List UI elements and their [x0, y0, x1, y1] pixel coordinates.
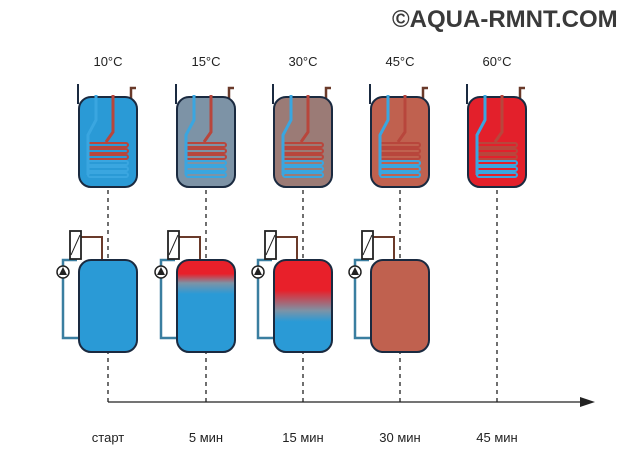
hot-pipe — [299, 95, 310, 143]
timeline-arrow-icon — [580, 397, 595, 407]
temperature-label: 30°C — [288, 54, 318, 69]
hot-pipe — [493, 95, 504, 143]
pump-icon — [351, 267, 359, 275]
cold-pipe — [475, 95, 487, 175]
cold-pipe — [86, 95, 98, 175]
indirect-boiler — [77, 84, 138, 188]
indirect-boiler — [272, 84, 333, 188]
heat-generator — [168, 234, 179, 256]
storage-tank — [251, 230, 333, 353]
indirect-boiler — [175, 84, 236, 188]
pump-icon — [254, 267, 262, 275]
heat-generator — [265, 234, 276, 256]
storage-tank — [154, 230, 236, 353]
time-label: 30 мин — [379, 430, 421, 445]
circulation-pipe — [353, 258, 371, 340]
tank-body — [176, 259, 236, 353]
time-label: 45 мин — [476, 430, 518, 445]
indirect-boiler — [466, 84, 527, 188]
cold-pipe — [184, 95, 196, 175]
cold-pipe — [281, 95, 293, 175]
watermark: ©AQUA-RMNT.COM — [392, 6, 618, 33]
temperature-label: 10°C — [93, 54, 123, 69]
heat-generator — [362, 234, 373, 256]
time-label: 15 мин — [282, 430, 324, 445]
pump-icon — [59, 267, 67, 275]
storage-tank — [348, 230, 430, 353]
hot-pipe — [104, 95, 115, 143]
storage-tank — [56, 230, 138, 353]
temperature-label: 45°C — [385, 54, 415, 69]
tank-body — [370, 259, 430, 353]
temperature-label: 60°C — [482, 54, 512, 69]
circulation-pipe — [159, 258, 177, 340]
tank-body — [78, 259, 138, 353]
indirect-boiler — [369, 84, 430, 188]
circulation-pipe — [256, 258, 274, 340]
circulation-pipe — [61, 258, 79, 340]
hot-pipe — [396, 95, 407, 143]
time-label: старт — [91, 430, 125, 445]
pump-icon — [157, 267, 165, 275]
temperature-label: 15°C — [191, 54, 221, 69]
hot-pipe — [202, 95, 213, 143]
cold-pipe — [378, 95, 390, 175]
tank-body — [273, 259, 333, 353]
heat-generator — [70, 234, 81, 256]
time-label: 5 мин — [188, 430, 224, 445]
